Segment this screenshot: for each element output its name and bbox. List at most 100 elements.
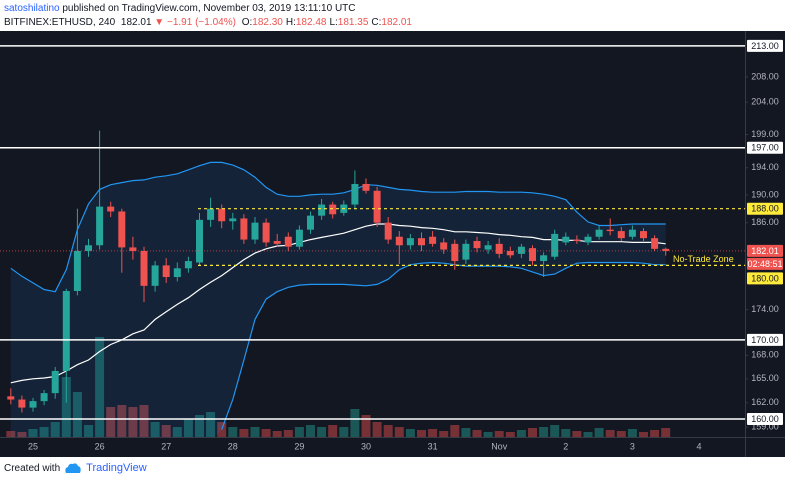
volume-bar [72, 392, 82, 437]
y-tick-label: 208.00 [751, 71, 779, 81]
volume-bar [572, 431, 582, 437]
candle-body [662, 248, 670, 251]
candle-body [218, 208, 226, 222]
level-label: 160.00 [751, 414, 779, 424]
candle-body [540, 255, 548, 262]
y-tick-label: 165.00 [751, 373, 779, 383]
candle-body [440, 242, 448, 250]
footer-text: Created with [4, 462, 61, 474]
price: 182.01 [120, 17, 152, 28]
published: published on TradingView.com, November 0… [62, 3, 356, 14]
volume-bar [528, 428, 537, 437]
countdown-label: 02:48:51 [747, 259, 782, 269]
candle-body [329, 204, 337, 215]
author[interactable]: satoshilatino [4, 3, 60, 14]
volume-bar [561, 429, 571, 437]
y-tick-label: 199.00 [751, 129, 779, 139]
zone-annotation: No-Trade Zone [673, 254, 734, 264]
candle-body [129, 247, 137, 251]
y-tick-label: 174.00 [751, 304, 779, 314]
volume-bar [272, 431, 282, 437]
volume-bar [6, 431, 16, 437]
candle-body [462, 243, 470, 260]
volume-bar [306, 425, 315, 437]
candle-body [62, 290, 70, 371]
y-tick-label: 190.00 [751, 189, 779, 199]
volume-bar [139, 405, 149, 437]
y-tick-label: 162.00 [751, 397, 779, 407]
volume-bar [627, 429, 637, 437]
level-box [747, 333, 783, 346]
volume-bar [428, 429, 438, 437]
candle-body [640, 231, 647, 239]
countdown-box [747, 257, 783, 270]
level-box [747, 39, 783, 52]
publish-line: satoshilatino published on TradingView.c… [4, 2, 412, 16]
volume-bar [516, 430, 526, 437]
candle-body [151, 265, 159, 286]
volume-bar [494, 431, 504, 437]
candle-body [651, 238, 659, 249]
x-tick-label: Nov [491, 441, 508, 451]
candle-body [517, 246, 525, 254]
candle-body [140, 250, 148, 286]
x-tick-label: 4 [696, 441, 701, 451]
volume-bar [250, 427, 260, 437]
candle-body [40, 393, 48, 402]
volume-bar [317, 427, 327, 437]
candle-body [207, 208, 215, 220]
candle-body [318, 204, 326, 216]
volume-bar [461, 428, 471, 437]
y-tick-label: 168.00 [751, 350, 779, 360]
volume-bar [39, 427, 49, 437]
candle-body [51, 370, 59, 394]
volume-bar [172, 427, 182, 437]
volume-bar [161, 425, 171, 437]
volume-bar [206, 412, 216, 437]
volume-bar [405, 429, 415, 437]
x-tick-label: 25 [28, 441, 38, 451]
footer-brand[interactable]: TradingView [86, 462, 147, 474]
candle-body [284, 236, 292, 247]
candle-body [73, 250, 81, 291]
level-box [747, 141, 783, 154]
change: −1.91 (−1.04%) [166, 17, 236, 28]
last-price-box [747, 244, 783, 257]
arrow: ▼ [154, 17, 165, 28]
candle-body [351, 183, 359, 205]
header: satoshilatino published on TradingView.c… [4, 2, 412, 30]
last-price-label: 182.01 [751, 246, 779, 256]
level-box [747, 412, 783, 425]
volume-bar [394, 427, 404, 437]
volume-bar [195, 415, 204, 437]
candle-body [473, 240, 481, 249]
x-tick-label: 27 [161, 441, 171, 451]
volume-bar [261, 429, 271, 437]
ohlc-label: C: [371, 17, 382, 28]
x-tick-label: 29 [294, 441, 304, 451]
y-tick-label: 159.00 [751, 421, 779, 431]
zone-box [747, 272, 783, 285]
volume-bar [328, 425, 338, 437]
volume-bar [361, 415, 371, 437]
x-tick-label: 28 [228, 441, 238, 451]
candle-body [584, 236, 592, 243]
volume-bar [50, 422, 60, 437]
candle-body [173, 268, 181, 278]
volume-bar [84, 425, 93, 437]
volume-bar [106, 407, 116, 437]
candle-body [7, 396, 15, 400]
volume-bar [28, 429, 38, 437]
volume-bar [117, 405, 127, 437]
footer: Created with TradingView [4, 462, 147, 474]
candle-body [418, 238, 425, 246]
x-tick-label: 3 [630, 441, 635, 451]
y-tick-label: 194.00 [751, 162, 779, 172]
y-tick-label: 186.00 [751, 217, 779, 227]
zone-label: 180.00 [751, 273, 779, 283]
candle-body [562, 236, 570, 243]
candle-body [384, 222, 392, 240]
zone-label: 188.00 [751, 204, 779, 214]
